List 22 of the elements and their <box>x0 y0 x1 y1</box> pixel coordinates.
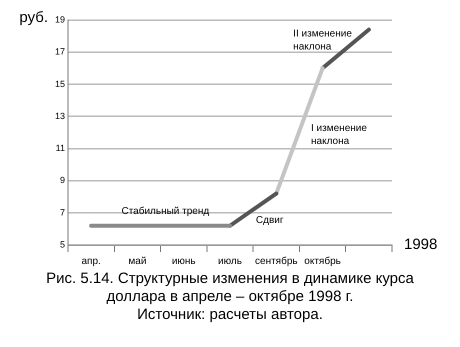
annotation: II изменение наклона <box>293 28 352 52</box>
x-tick-label: апр. <box>81 256 101 267</box>
x-tick-label: май <box>128 256 146 267</box>
annotation: Стабильный тренд <box>121 206 210 217</box>
x-tick-label: сентябрь <box>255 256 298 267</box>
x-axis-title: 1998 <box>404 236 438 254</box>
text: Источник: расчеты автора. <box>136 306 324 324</box>
y-tick-label: 9 <box>60 175 66 186</box>
x-tick-label: июль <box>218 256 242 267</box>
text: Рис. 5.14. Структурные изменения в динамике курса доллара в апреле – октябре 1998 г. <box>45 270 415 306</box>
y-axis-title: руб. <box>19 9 48 26</box>
annotation: Сдвиг <box>256 215 284 226</box>
y-tick-label: 13 <box>54 110 66 121</box>
y-tick-label: 19 <box>54 14 66 24</box>
y-tick-label: 5 <box>60 239 66 250</box>
annotation: I изменение наклона <box>311 123 368 147</box>
y-tick-label: 11 <box>56 143 66 154</box>
x-tick-label: июнь <box>172 256 196 267</box>
x-tick-label: октябрь <box>304 256 341 267</box>
y-tick-label: 7 <box>60 207 66 218</box>
y-tick-label: 15 <box>54 78 66 89</box>
y-tick-label: 17 <box>54 46 66 57</box>
